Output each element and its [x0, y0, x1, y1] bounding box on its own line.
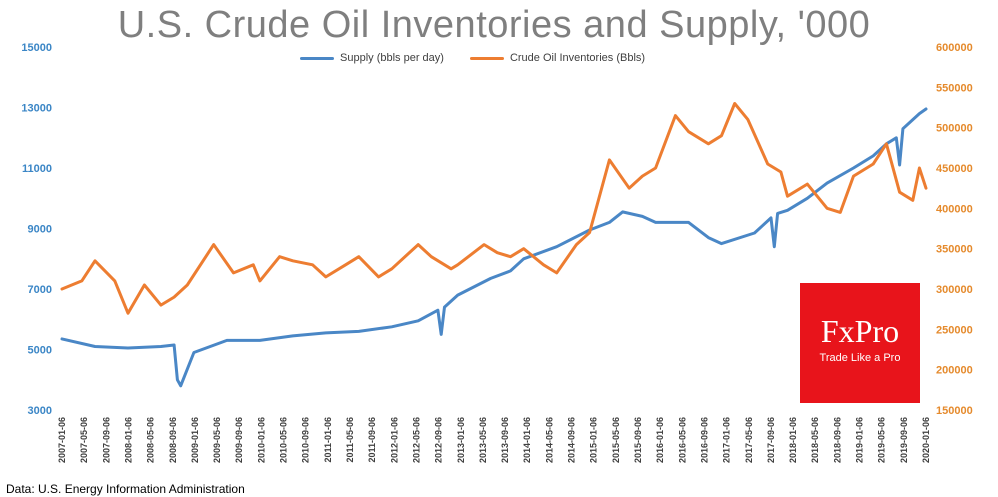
x-tick-label: 2011-01-06 [323, 417, 333, 463]
x-tick-label: 2009-01-06 [190, 417, 200, 463]
y-left-tick-label: 3000 [28, 405, 52, 417]
x-tick-label: 2018-05-06 [810, 417, 820, 463]
x-tick-label: 2018-09-06 [832, 417, 842, 463]
legend: Supply (bbls per day) Crude Oil Inventor… [300, 52, 671, 64]
x-tick-label: 2015-01-06 [589, 417, 599, 463]
x-tick-label: 2016-09-06 [699, 417, 709, 463]
x-tick-label: 2013-05-06 [478, 417, 488, 463]
y-left-tick-label: 13000 [21, 103, 52, 115]
legend-item-inventories: Crude Oil Inventories (Bbls) [469, 52, 646, 64]
supply-series-line [60, 107, 928, 388]
x-tick-label: 2007-01-06 [57, 417, 67, 463]
inventories-series-line [60, 102, 928, 315]
x-tick-label: 2013-09-06 [500, 417, 510, 463]
x-tick-label: 2007-05-06 [79, 417, 89, 463]
x-tick-label: 2008-05-06 [146, 417, 156, 463]
y-left-tick-label: 7000 [28, 284, 52, 296]
x-tick-label: 2012-05-06 [411, 417, 421, 463]
x-tick-label: 2014-05-06 [544, 417, 554, 463]
x-tick-label: 2008-09-06 [168, 417, 178, 463]
legend-label-inventories: Crude Oil Inventories (Bbls) [509, 52, 646, 64]
x-tick-label: 2014-01-06 [522, 417, 532, 463]
x-tick-label: 2011-05-06 [345, 417, 355, 463]
logo-brand: FxPro [820, 313, 900, 349]
x-tick-label: 2010-09-06 [301, 417, 311, 463]
x-tick-label: 2016-05-06 [677, 417, 687, 463]
logo-tagline: Trade Like a Pro [819, 352, 901, 364]
y-right-tick-label: 400000 [936, 203, 973, 215]
x-tick-label: 2011-09-06 [367, 417, 377, 463]
x-tick-label: 2017-05-06 [744, 417, 754, 463]
source-note: Data: U.S. Energy Information Administra… [6, 482, 245, 496]
y-right-tick-label: 450000 [936, 163, 973, 175]
x-tick-label: 2009-09-06 [234, 417, 244, 463]
x-tick-label: 2017-09-06 [766, 417, 776, 463]
x-tick-label: 2008-01-06 [123, 417, 133, 463]
x-tick-label: 2020-01-06 [921, 417, 931, 463]
y-left-tick-label: 9000 [28, 224, 52, 236]
x-tick-label: 2010-01-06 [256, 417, 266, 463]
chart-title: U.S. Crude Oil Inventories and Supply, '… [117, 4, 871, 46]
x-tick-label: 2016-01-06 [655, 417, 665, 463]
y-left-tick-label: 11000 [22, 163, 52, 175]
y-right-tick-label: 500000 [936, 123, 973, 135]
x-tick-label: 2018-01-06 [788, 417, 798, 463]
y-left-tick-label: 15000 [21, 42, 52, 54]
x-tick-label: 2015-05-06 [611, 417, 621, 463]
fxpro-logo: FxPro Trade Like a Pro [800, 283, 920, 403]
x-tick-label: 2019-09-06 [899, 417, 909, 463]
x-tick-label: 2012-01-06 [389, 417, 399, 463]
x-tick-label: 2013-01-06 [456, 417, 466, 463]
x-tick-label: 2010-05-06 [279, 417, 289, 463]
legend-swatch-inventories [469, 56, 504, 60]
y-right-tick-label: 200000 [936, 365, 973, 377]
x-tick-label: 2017-01-06 [722, 417, 732, 463]
y-right-tick-label: 300000 [936, 284, 973, 296]
x-tick-label: 2015-09-06 [633, 417, 643, 463]
x-tick-label: 2019-05-06 [877, 417, 887, 463]
y-right-tick-label: 350000 [936, 244, 973, 256]
x-tick-label: 2007-09-06 [101, 417, 111, 463]
y-right-tick-label: 150000 [936, 405, 973, 417]
x-tick-label: 2009-05-06 [212, 417, 222, 463]
x-tick-label: 2012-09-06 [434, 417, 444, 463]
y-left-tick-label: 5000 [28, 345, 52, 357]
x-tick-label: 2014-09-06 [567, 417, 577, 463]
y-right-tick-label: 250000 [936, 324, 973, 336]
legend-label-supply: Supply (bbls per day) [340, 52, 444, 64]
legend-swatch-supply [300, 56, 334, 60]
x-tick-label: 2019-01-06 [855, 417, 865, 463]
legend-item-supply: Supply (bbls per day) [300, 52, 444, 64]
y-right-tick-label: 600000 [936, 42, 973, 54]
y-right-tick-label: 550000 [936, 82, 973, 94]
